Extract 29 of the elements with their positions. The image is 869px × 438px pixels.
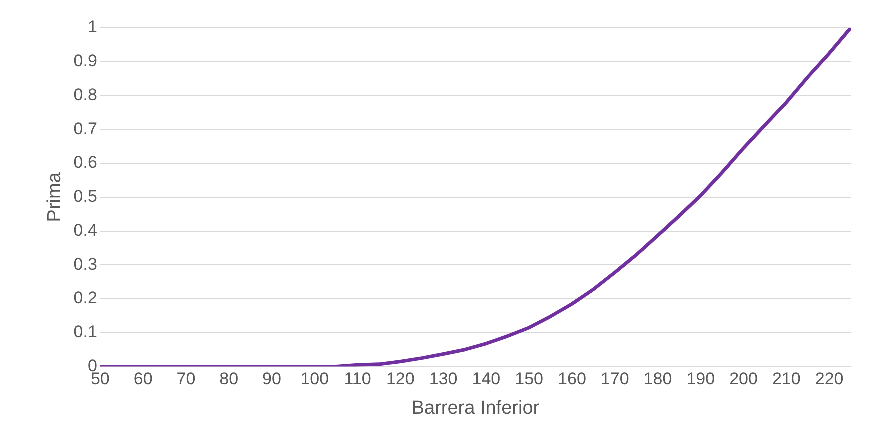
x-tick-label: 190 — [686, 370, 716, 389]
x-tick-label: 170 — [600, 370, 630, 389]
x-tick-label: 180 — [644, 370, 672, 389]
x-tick-label: 150 — [515, 370, 544, 389]
x-tick-label: 130 — [429, 370, 458, 389]
x-tick-label: 90 — [262, 370, 282, 389]
x-tick-label: 100 — [300, 370, 330, 389]
y-tick-label: 0.5 — [74, 187, 98, 206]
y-tick-label: 0.2 — [74, 288, 98, 308]
y-tick-label: 0.8 — [74, 85, 98, 104]
x-tick-label: 140 — [472, 370, 501, 389]
y-tick-label: 1 — [88, 18, 98, 37]
x-tick-label: 60 — [134, 370, 153, 389]
x-tick-label: 110 — [344, 370, 372, 389]
y-tick-label: 0.3 — [74, 254, 98, 274]
x-tick-label: 80 — [220, 370, 239, 389]
y-tick-label: 0.7 — [74, 119, 98, 138]
x-tick-label: 210 — [772, 370, 801, 389]
x-tick-label: 70 — [176, 370, 196, 389]
x-tick-label: 200 — [730, 370, 758, 389]
y-tick-label: 0.4 — [74, 220, 98, 240]
x-tick-label: 220 — [815, 370, 844, 389]
y-tick-label: 0.9 — [74, 52, 98, 71]
x-tick-label: 160 — [558, 370, 586, 389]
y-tick-label: 0.1 — [74, 322, 98, 342]
y-tick-label: 0.6 — [74, 153, 98, 172]
y-axis-title: Prima — [44, 172, 66, 222]
x-axis-title: Barrera Inferior — [412, 398, 540, 419]
x-tick-label: 120 — [386, 370, 415, 389]
